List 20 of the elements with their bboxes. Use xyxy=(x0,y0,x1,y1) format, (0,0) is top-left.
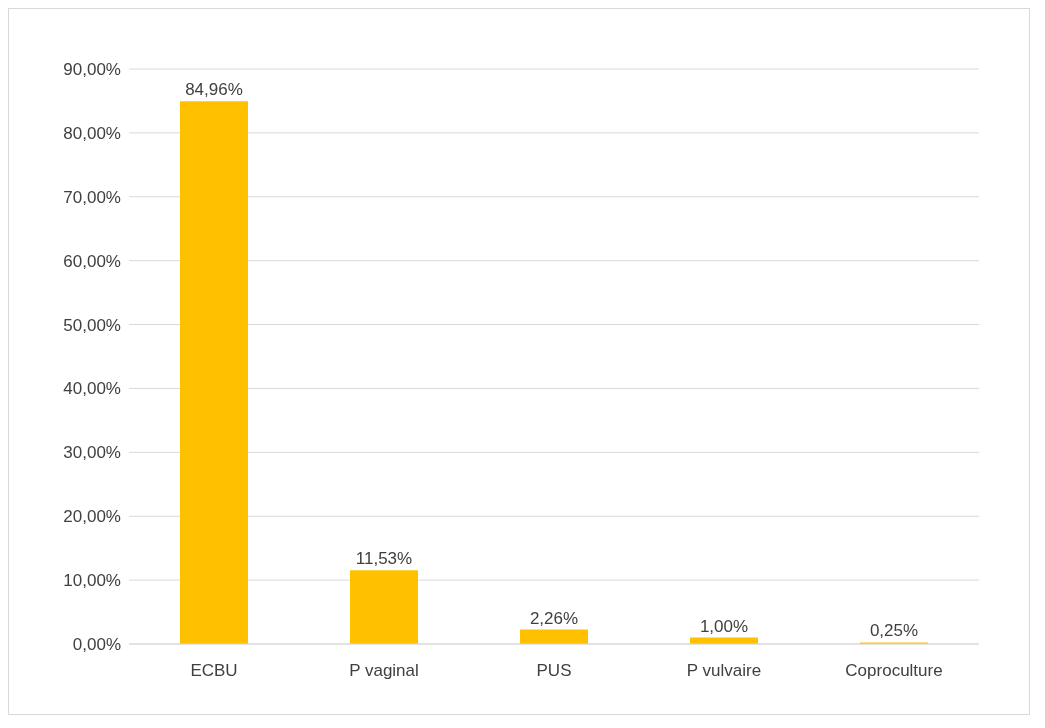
y-tick-label: 80,00% xyxy=(63,123,121,143)
y-tick-label: 50,00% xyxy=(63,315,121,335)
y-tick-label: 0,00% xyxy=(72,635,121,655)
y-tick-label: 60,00% xyxy=(63,251,121,271)
x-tick-label: P vaginal xyxy=(349,661,419,681)
y-tick-label: 20,00% xyxy=(63,507,121,527)
y-tick-label: 70,00% xyxy=(63,187,121,207)
y-tick-label: 90,00% xyxy=(63,60,121,80)
x-tick-label: PUS xyxy=(536,661,572,681)
x-tick-label: P vulvaire xyxy=(686,661,762,681)
y-tick-label: 30,00% xyxy=(63,443,121,463)
x-tick-label: ECBU xyxy=(190,661,238,681)
data-label: 0,25% xyxy=(869,621,919,641)
x-tick-label: Coproculture xyxy=(845,661,943,681)
y-tick-label: 40,00% xyxy=(63,379,121,399)
data-label: 11,53% xyxy=(355,549,413,569)
data-label: 84,96% xyxy=(185,80,243,100)
data-label: 1,00% xyxy=(699,616,749,636)
data-label: 2,26% xyxy=(529,608,579,628)
y-tick-label: 10,00% xyxy=(63,571,121,591)
